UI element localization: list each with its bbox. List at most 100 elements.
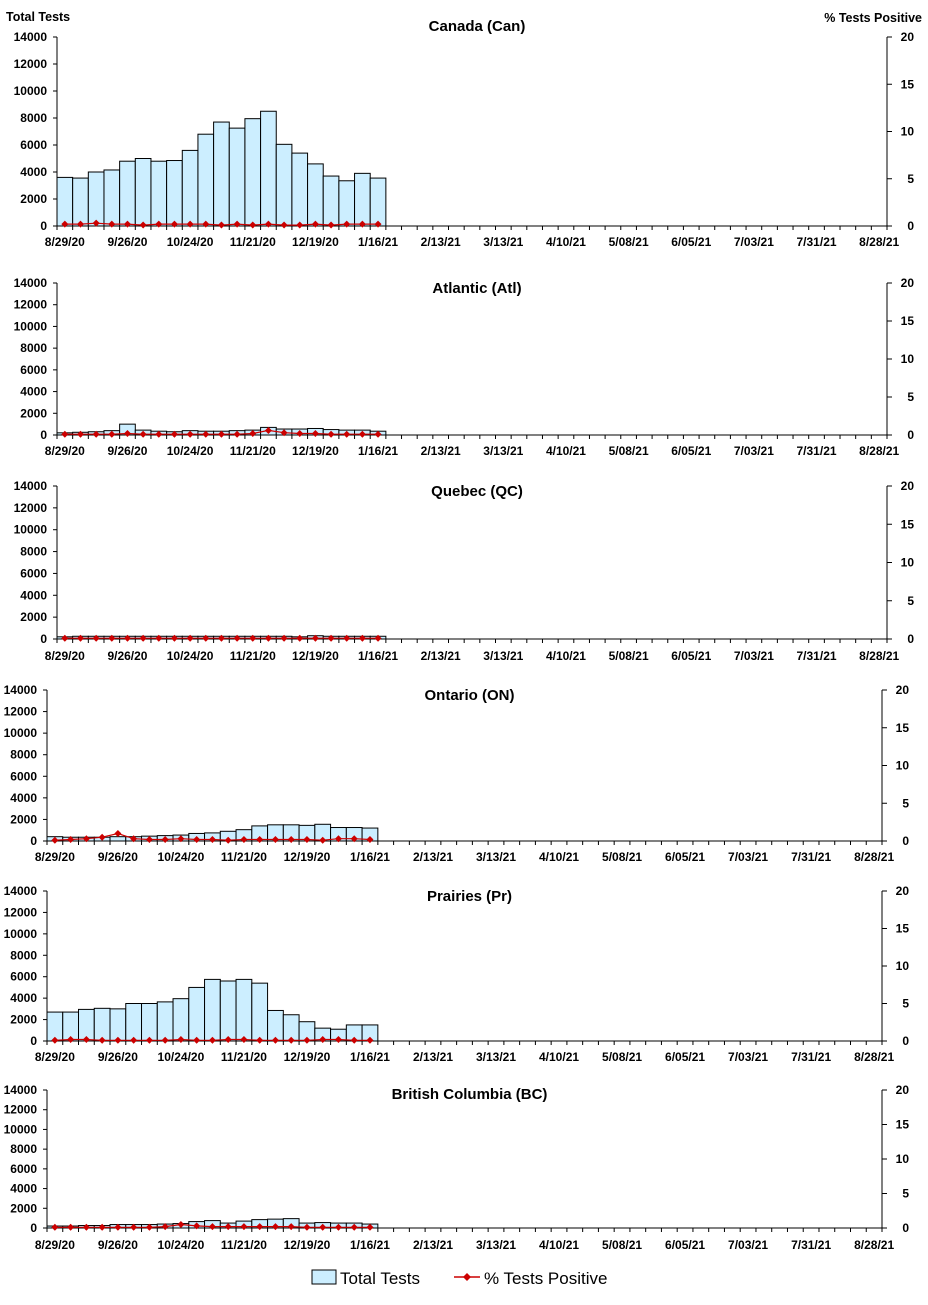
x-tick-label: 4/10/21	[546, 235, 586, 249]
data-point	[249, 429, 257, 437]
x-tick-label: 8/29/20	[35, 1238, 75, 1252]
data-point	[92, 430, 100, 438]
data-point	[177, 1221, 185, 1229]
data-point	[343, 634, 351, 642]
left-tick-label: 4000	[20, 385, 47, 399]
data-point	[287, 1223, 295, 1231]
x-tick-label: 11/21/20	[221, 850, 267, 864]
data-point	[224, 836, 232, 844]
x-tick-label: 5/08/21	[609, 649, 649, 663]
data-point	[233, 634, 241, 642]
data-point	[334, 1223, 342, 1231]
data-point	[186, 430, 194, 438]
left-tick-label: 8000	[20, 111, 47, 125]
x-tick-label: 11/21/20	[230, 235, 276, 249]
right-tick-label: 20	[901, 276, 915, 290]
data-point	[193, 835, 201, 843]
bar	[291, 152, 309, 227]
data-point	[186, 220, 194, 228]
right-tick-label: 0	[902, 1034, 909, 1048]
data-point	[98, 1223, 106, 1231]
x-tick-label: 3/13/21	[483, 649, 523, 663]
x-tick-label: 8/28/21	[859, 444, 899, 458]
bar	[354, 172, 371, 227]
right-axis-title: % Tests Positive	[824, 11, 922, 25]
data-point	[334, 835, 342, 843]
bar	[141, 1003, 158, 1042]
data-point	[155, 634, 163, 642]
bar	[134, 158, 152, 227]
data-point	[343, 220, 351, 228]
x-tick-label: 7/03/21	[728, 1238, 768, 1252]
bar	[213, 121, 230, 227]
bar	[260, 110, 277, 227]
data-point	[145, 1223, 153, 1231]
x-tick-label: 7/03/21	[728, 850, 768, 864]
x-tick-label: 5/08/21	[609, 444, 649, 458]
chart-title: Ontario (ON)	[425, 687, 515, 704]
right-tick-label: 0	[902, 834, 909, 848]
x-tick-label: 9/26/20	[98, 1238, 138, 1252]
x-tick-label: 10/24/20	[167, 444, 214, 458]
x-tick-label: 7/31/21	[797, 444, 837, 458]
x-tick-label: 8/29/20	[45, 235, 85, 249]
data-point	[108, 430, 116, 438]
x-tick-label: 1/16/21	[350, 1050, 390, 1064]
data-point	[224, 1036, 232, 1043]
data-point	[350, 1036, 358, 1044]
left-tick-label: 0	[30, 1221, 37, 1235]
x-tick-label: 2/13/21	[413, 850, 453, 864]
panels: Canada (Can)0200040006000800010000120001…	[4, 18, 915, 1252]
x-tick-label: 6/05/21	[665, 1050, 705, 1064]
right-tick-label: 10	[901, 125, 915, 139]
left-tick-label: 10000	[14, 523, 48, 537]
data-point	[350, 1223, 358, 1231]
right-tick-label: 15	[896, 721, 910, 735]
x-tick-label: 12/19/20	[284, 1238, 331, 1252]
bar	[204, 978, 221, 1042]
right-tick-label: 20	[896, 1083, 910, 1097]
right-tick-label: 0	[907, 428, 914, 442]
left-tick-label: 10000	[4, 927, 38, 941]
data-point	[108, 220, 116, 228]
data-point	[343, 430, 351, 438]
left-tick-label: 10000	[4, 726, 38, 740]
data-point	[61, 430, 69, 438]
bar	[87, 171, 105, 227]
x-tick-label: 9/26/20	[98, 1050, 138, 1064]
legend-marker-swatch	[463, 1273, 471, 1281]
bar	[150, 160, 168, 227]
x-tick-label: 4/10/21	[546, 444, 586, 458]
data-point	[82, 1223, 90, 1231]
x-tick-label: 1/16/21	[358, 444, 398, 458]
data-point	[98, 1036, 106, 1044]
x-tick-label: 10/24/20	[167, 235, 214, 249]
left-tick-label: 14000	[4, 1083, 38, 1097]
x-tick-label: 9/26/20	[107, 649, 147, 663]
x-tick-label: 2/13/21	[413, 1238, 453, 1252]
data-point	[92, 634, 100, 642]
data-point	[202, 220, 210, 228]
data-point	[280, 634, 288, 642]
bar	[46, 1011, 64, 1042]
x-tick-label: 11/21/20	[221, 1050, 267, 1064]
x-tick-label: 11/21/20	[230, 649, 276, 663]
x-tick-label: 12/19/20	[284, 1050, 331, 1064]
bar	[244, 118, 262, 227]
data-point	[139, 430, 147, 438]
bar	[166, 160, 183, 227]
bar	[119, 160, 136, 227]
x-tick-label: 5/08/21	[602, 1238, 642, 1252]
x-tick-label: 7/31/21	[791, 1238, 831, 1252]
bar	[72, 177, 89, 227]
data-point	[296, 429, 304, 437]
x-tick-label: 8/28/21	[854, 850, 894, 864]
data-point	[130, 835, 138, 843]
data-point	[193, 1036, 201, 1044]
x-tick-label: 3/13/21	[476, 1050, 516, 1064]
x-tick-label: 7/31/21	[791, 850, 831, 864]
data-point	[319, 836, 327, 844]
data-point	[303, 1223, 311, 1231]
data-point	[61, 634, 69, 642]
